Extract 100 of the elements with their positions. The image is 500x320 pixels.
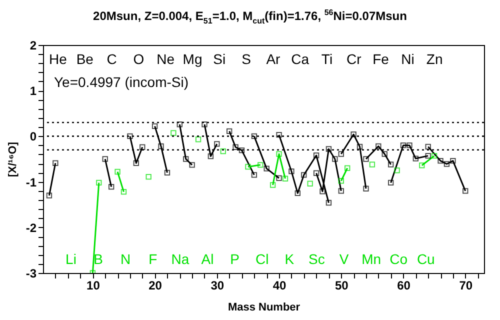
annotation: Cl [255,251,269,267]
point [350,132,356,138]
point [338,188,344,194]
point [288,168,294,174]
point [276,151,282,157]
point [238,147,245,154]
annotation: Ti [321,51,333,67]
point [152,123,158,130]
annotation: Ni [401,51,414,67]
point [189,162,195,168]
x-tick-label: 40 [272,278,287,292]
point [344,165,350,171]
point [338,178,344,184]
point [214,141,220,147]
point [127,133,133,140]
annotation: Ar [266,51,281,67]
point [245,164,251,170]
point [388,162,394,168]
y-tick-label: -3 [26,266,37,280]
annotation: B [94,251,103,267]
point [52,160,58,166]
x-tick-label: 10 [86,278,100,292]
point [444,161,450,167]
point [282,176,288,182]
annotation: S [242,51,251,67]
annotation: Zn [426,51,443,67]
annotation: Mn [362,251,382,267]
point [202,122,208,128]
point [326,146,332,152]
point [450,158,456,164]
point [419,162,425,168]
point [369,162,376,168]
annotation: O [133,51,144,67]
point [270,182,276,188]
point [46,192,52,198]
y-tick-label: 2 [30,38,37,52]
point [363,156,369,162]
annotation: N [120,251,131,267]
point [376,143,382,150]
annotation: Ye=0.4997 (incom-Si) [54,74,189,90]
point [102,156,108,162]
point [412,156,419,162]
chart-title: 20Msun, Z=0.004, E$_{51}$=1.0, M$_{cut}$(fin)=1.76, $^{56}$Ni=0.07Msun [92,8,408,26]
point [332,156,338,162]
annotation: Be [76,51,94,67]
point [220,148,226,154]
point [382,151,388,157]
point [176,122,182,128]
point [388,180,394,186]
point [313,170,320,176]
annotation: P [230,251,240,267]
point [326,200,332,206]
point [195,136,202,142]
point [251,133,258,140]
annotation: Cu [416,251,435,267]
annotation: Ne [156,51,175,67]
point [338,151,344,157]
point [276,132,282,138]
point [96,180,102,186]
point [431,152,438,159]
point [158,143,164,150]
x-tick-label: 70 [459,278,473,292]
y-tick-label: -2 [26,220,37,235]
x-tick-label: 30 [210,278,224,292]
annotation: Li [66,251,76,267]
annotation: Mg [182,51,202,67]
annotation: Sc [308,251,325,267]
annotation: Al [201,251,214,267]
point [313,152,320,158]
point [114,168,120,175]
point [208,153,214,160]
annotation: Ca [291,51,310,67]
point [232,144,238,150]
point [425,152,431,159]
x-axis-title: Mass Number [228,302,301,314]
point [251,172,258,178]
y-axis-title: [X/¹⁶O] [6,142,19,178]
point [462,188,468,194]
point [425,144,431,150]
annotation: C [106,51,117,67]
point [320,188,326,194]
point [133,160,140,166]
annotation: He [49,51,68,67]
point [146,174,152,180]
x-tick-label: 20 [148,278,162,292]
point [294,190,301,196]
y-tick-label: 0 [30,130,37,144]
point [140,144,146,150]
point [120,188,127,195]
point [264,166,270,172]
point [400,142,406,148]
y-tick-label: -1 [26,175,37,190]
y-tick-label: 1 [30,84,37,98]
annotation: Na [171,251,190,267]
annotation: V [339,251,350,267]
point [356,144,363,150]
point [363,186,369,192]
annotation: Fe [372,51,390,67]
annotation: Co [390,251,408,267]
x-tick-label: 60 [397,278,411,292]
